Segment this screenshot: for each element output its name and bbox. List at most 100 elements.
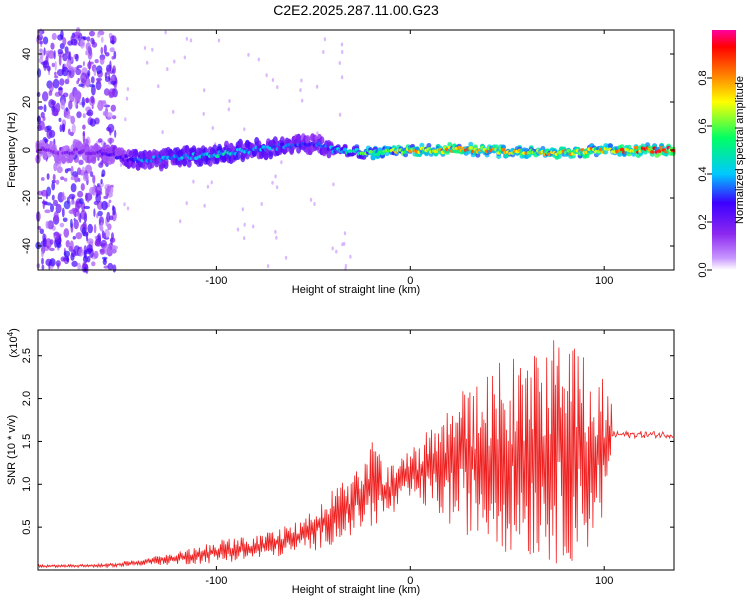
noise-cell (90, 171, 94, 178)
noise-cell (65, 107, 69, 112)
noise-cell (44, 209, 51, 214)
noise-cell (90, 95, 95, 104)
spectrogram-x-tick-label: 100 (595, 275, 613, 287)
noise-cell (82, 61, 85, 67)
noise-cell (78, 198, 84, 205)
snr-line (37, 340, 674, 569)
noise-cell (77, 262, 81, 271)
noise-cell (93, 250, 99, 259)
noise-cell (74, 66, 77, 73)
noise-cell (110, 185, 114, 194)
noise-cell (91, 105, 94, 109)
colorbar-tick-label: 0.0 (697, 262, 709, 277)
snr-x-label: Height of straight line (km) (292, 584, 420, 596)
noise-cell (51, 110, 59, 117)
noise-cell (271, 78, 275, 82)
noise-cell (82, 124, 86, 130)
noise-cell (94, 235, 98, 240)
noise-cell (71, 123, 76, 134)
noise-cell (227, 107, 230, 112)
ridge-cell (237, 141, 243, 150)
noise-cell (100, 221, 103, 231)
noise-cell (75, 68, 82, 76)
noise-cell (46, 173, 50, 180)
noise-cell (108, 199, 112, 203)
noise-cell (72, 236, 77, 240)
noise-cell (110, 238, 113, 245)
noise-cell (274, 229, 277, 234)
noise-cell (45, 238, 52, 249)
noise-cell (274, 174, 277, 179)
spectrogram-y-tick-label: 0 (21, 147, 33, 153)
noise-cell (60, 176, 65, 180)
noise-cell (39, 40, 44, 45)
noise-cell (64, 168, 69, 174)
noise-cell (236, 227, 240, 232)
noise-cell (48, 99, 55, 109)
noise-cell (53, 199, 58, 207)
noise-cell (257, 57, 260, 62)
snr-x-tick-label: 0 (407, 575, 413, 587)
noise-cell (99, 182, 104, 188)
noise-cell (70, 115, 76, 125)
spectrogram-y-tick-label: -40 (21, 238, 33, 254)
noise-cell (49, 247, 55, 252)
noise-cell (39, 228, 44, 235)
snr-scale-label: (x104) (6, 328, 20, 358)
snr-y-tick-label: 2.0 (21, 391, 33, 406)
noise-cell (51, 32, 57, 41)
ridge-cell (214, 156, 220, 165)
noise-cell (65, 114, 72, 120)
noise-cell (260, 202, 263, 206)
noise-cell (338, 61, 341, 65)
noise-cell (157, 84, 160, 89)
snr-scale-exponent: 4 (6, 331, 15, 336)
noise-cell (71, 260, 78, 267)
noise-cell (62, 217, 68, 223)
noise-cell (70, 176, 75, 181)
spectrogram-x-ticks: -100 0 100 (205, 30, 613, 287)
noise-cell (70, 218, 73, 229)
colorbar-label: Normalized spectral amplitude (734, 76, 746, 224)
noise-cell (189, 38, 193, 43)
noise-cell (58, 117, 62, 122)
ridge-cell (42, 151, 48, 160)
noise-cell (79, 38, 85, 49)
noise-cell (59, 78, 65, 86)
snr-y-tick-label: 1.0 (21, 477, 33, 492)
colorbar-tick-label: 0.8 (697, 70, 709, 85)
noise-cell (97, 138, 103, 143)
noise-cell (43, 104, 47, 113)
noise-cell (62, 191, 65, 200)
noise-cell (86, 111, 92, 116)
noise-cell (109, 70, 114, 74)
noise-cell (275, 185, 279, 190)
noise-cell (86, 244, 93, 253)
noise-cell (315, 84, 319, 89)
noise-cell (203, 203, 206, 208)
noise-cell (52, 78, 60, 89)
noise-cell (54, 75, 59, 79)
snr-panel: -100 0 100 0.5 1.0 1.5 2.0 2.5 Height of strai… (6, 328, 675, 596)
noise-cell (185, 201, 188, 206)
noise-cell (243, 222, 246, 227)
noise-cell (41, 264, 45, 270)
noise-cell (343, 241, 346, 246)
noise-cell (77, 190, 84, 198)
noise-cell (99, 248, 106, 255)
noise-cell (300, 78, 303, 83)
noise-cell (323, 37, 327, 42)
noise-cell (335, 249, 338, 254)
noise-cell (43, 138, 49, 143)
noise-cell (344, 263, 348, 268)
noise-cell (41, 200, 48, 205)
noise-cell (56, 242, 62, 249)
spectrogram-x-label: Height of straight line (km) (292, 284, 420, 296)
noise-cell (62, 37, 67, 46)
noise-cell (80, 183, 85, 191)
noise-cell (45, 258, 52, 267)
noise-cell (125, 96, 129, 101)
noise-cell (94, 239, 100, 247)
noise-cell (83, 205, 91, 210)
noise-cell (38, 105, 44, 110)
